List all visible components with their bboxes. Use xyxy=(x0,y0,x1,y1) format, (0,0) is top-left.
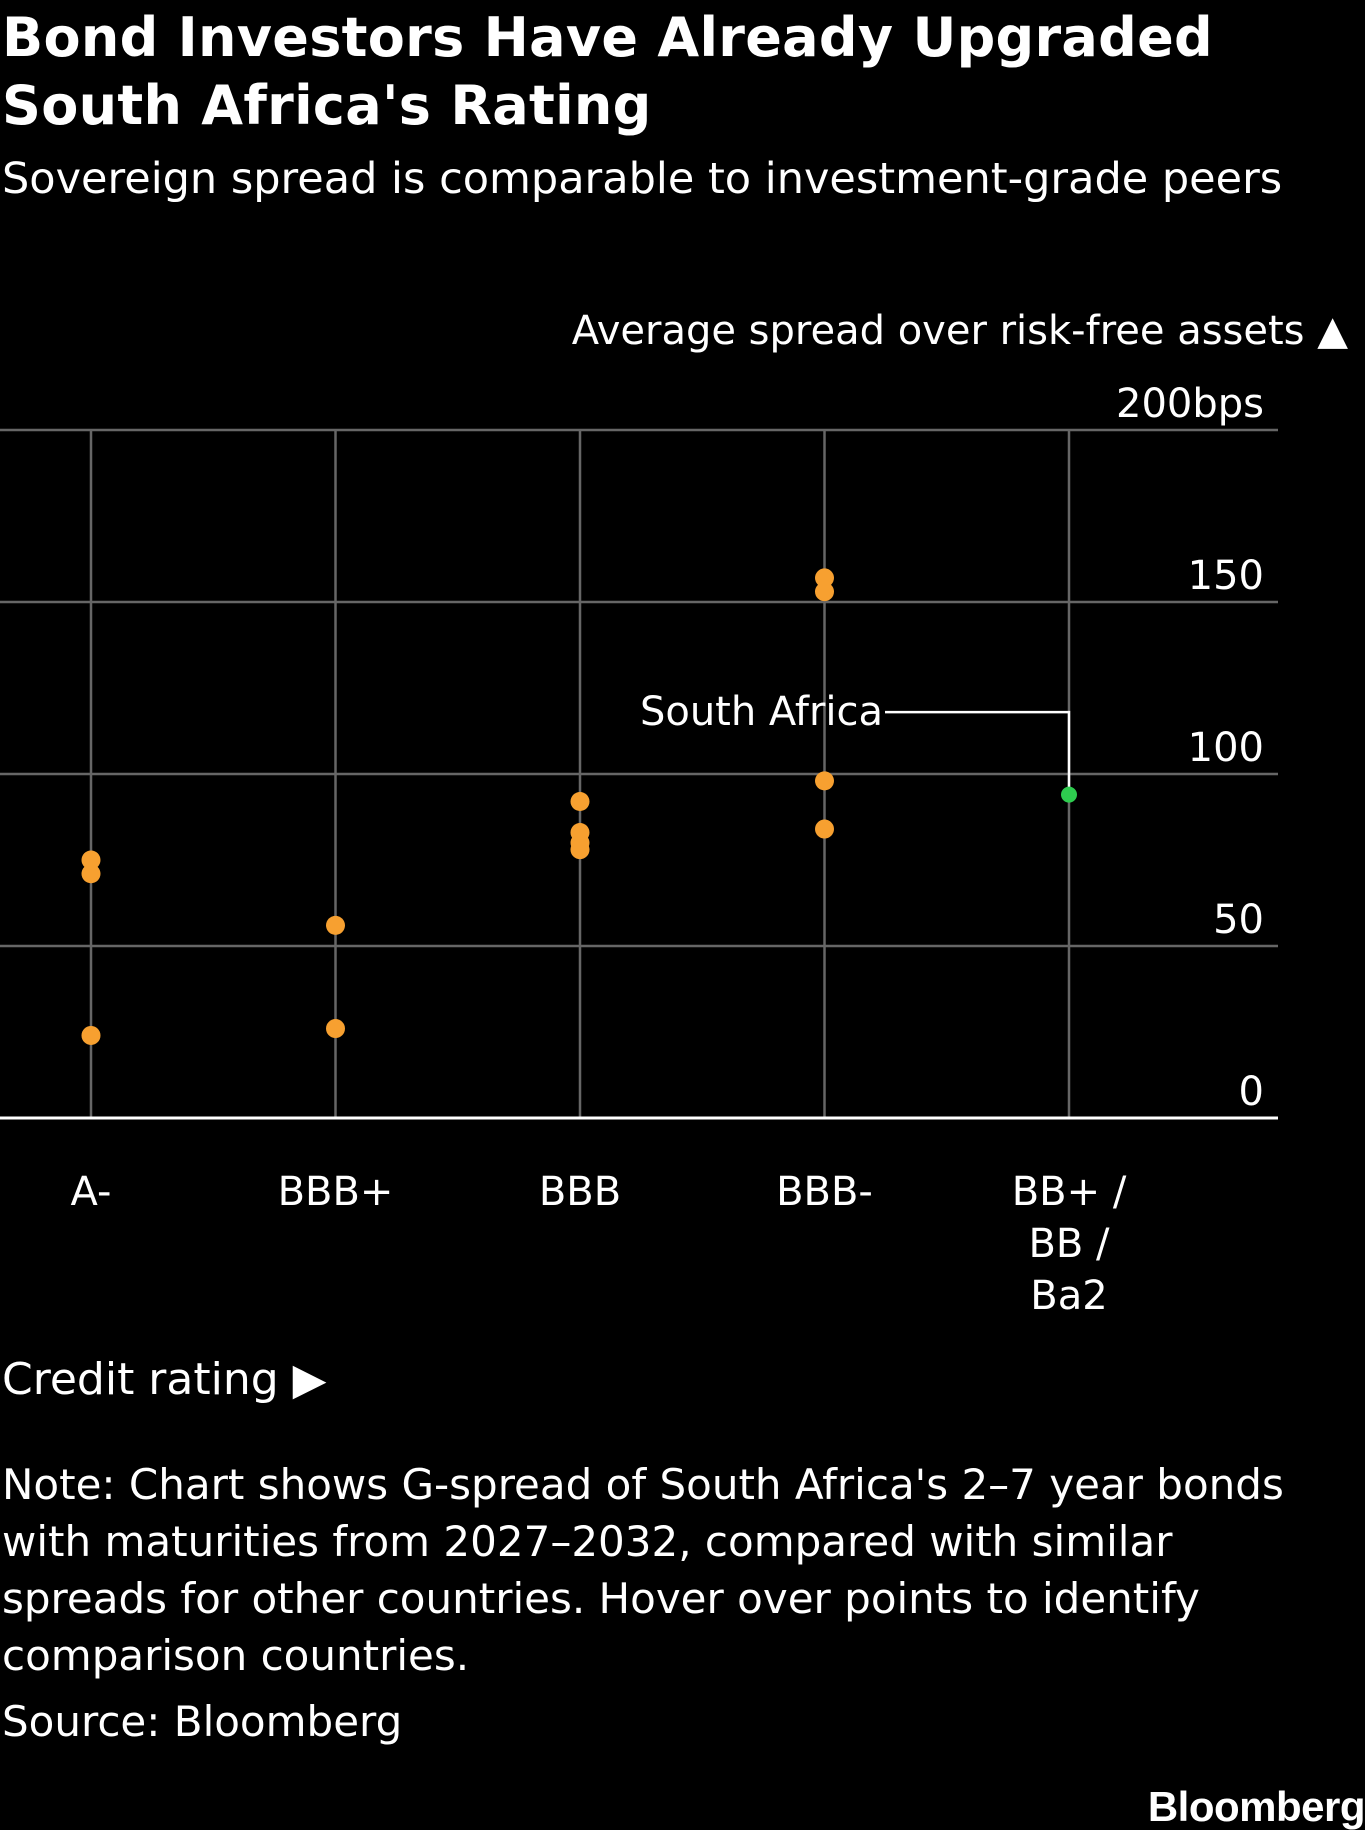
chart-source: Source: Bloomberg xyxy=(2,1697,403,1746)
y-tick-label: 150 xyxy=(1188,553,1264,599)
peer-data-point xyxy=(81,850,101,870)
peer-data-point xyxy=(81,864,101,884)
y-tick-label: 200bps xyxy=(1116,381,1264,427)
y-axis-label: Average spread over risk-free assets ▲ xyxy=(571,308,1348,354)
y-tick-label: 100 xyxy=(1188,725,1264,771)
bloomberg-logo: Bloomberg xyxy=(1147,1783,1365,1830)
y-tick-label: 0 xyxy=(1239,1069,1264,1115)
peer-data-point xyxy=(326,915,345,935)
chart-note: Note: Chart shows G-spread of South Afri… xyxy=(2,1460,1284,1680)
peer-data-point xyxy=(815,819,834,839)
x-tick-label: BBB+ xyxy=(278,1169,394,1215)
chart-subtitle: Sovereign spread is comparable to invest… xyxy=(2,154,1283,204)
y-tick-label: 50 xyxy=(1213,897,1264,943)
peer-data-point xyxy=(815,582,834,602)
x-tick-label: BBB- xyxy=(776,1169,873,1215)
chart-title: Bond Investors Have Already Upgraded Sou… xyxy=(2,6,1214,137)
peer-data-point xyxy=(570,792,590,812)
x-axis-label: Credit rating ▶ xyxy=(2,1354,327,1405)
peer-data-point xyxy=(815,568,834,588)
scatter-chart: 0 50 100 150 200bps A- BBB+ BBB BBB- BB+ / BB / Ba2… xyxy=(0,381,1278,1319)
peer-data-point xyxy=(326,1019,345,1039)
x-tick-label: BBB xyxy=(539,1169,621,1215)
x-tick-label: A- xyxy=(71,1169,112,1215)
x-tick-label: BB+ / xyxy=(1012,1169,1127,1215)
x-tick-label: Ba2 xyxy=(1030,1273,1107,1319)
annotation-label: South Africa xyxy=(640,689,883,735)
south-africa-data-point xyxy=(1061,786,1077,803)
annotation-leader-line xyxy=(885,710,1071,795)
x-tick-label: BB / xyxy=(1028,1221,1110,1267)
peer-data-point xyxy=(815,771,834,791)
peer-data-point xyxy=(81,1025,101,1045)
peer-data-point xyxy=(570,840,590,860)
